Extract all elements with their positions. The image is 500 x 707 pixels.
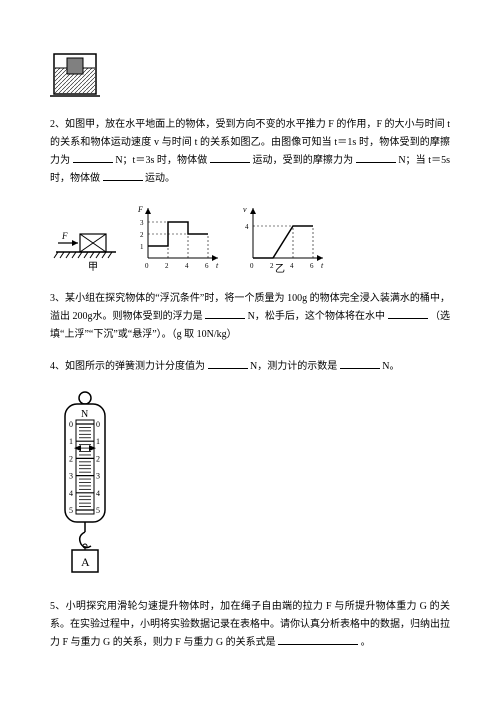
q4-figure: N 0 0 1 1 2 2 3 3 4 4 5 5 A <box>50 390 450 580</box>
q2-blank-2 <box>210 152 250 163</box>
svg-text:4: 4 <box>290 262 294 270</box>
svg-text:2: 2 <box>165 262 169 270</box>
svg-text:1: 1 <box>140 243 144 251</box>
q5-text-b: 。 <box>361 637 371 648</box>
svg-text:3: 3 <box>140 219 144 227</box>
q1-figure <box>50 50 450 98</box>
svg-text:3: 3 <box>96 472 100 481</box>
q4-blank-2 <box>340 358 380 369</box>
svg-text:v: v <box>243 205 247 214</box>
weight-label: A <box>81 555 90 569</box>
q2-blank-1 <box>73 152 113 163</box>
caption-yi: 乙 <box>275 263 285 274</box>
q4-text-c: N。 <box>382 361 399 372</box>
q4-paragraph: 4、如图所示的弹簧测力计分度值为 N，测力计的示数是 N。 <box>50 358 450 376</box>
svg-text:3: 3 <box>69 472 73 481</box>
svg-text:4: 4 <box>245 223 249 231</box>
svg-text:4: 4 <box>69 489 73 498</box>
svg-text:t: t <box>216 261 219 270</box>
q5-text-a: 5、小明探究用滑轮匀速提升物体时，加在绳子自由端的拉力 F 与所提升物体重力 G… <box>50 601 450 648</box>
svg-text:2: 2 <box>270 262 274 270</box>
q2-blank-3 <box>356 152 396 163</box>
q2-chart-F: F t 0 2 4 6 1 2 3 <box>130 202 225 274</box>
svg-text:t: t <box>321 261 324 270</box>
svg-text:1: 1 <box>96 437 100 446</box>
q3-text-b: N，松手后，这个物体将在水中 <box>248 311 385 322</box>
q5-blank-1 <box>278 634 358 645</box>
svg-text:0: 0 <box>69 420 73 429</box>
q2-text-e: 运动。 <box>145 173 175 184</box>
q3-paragraph: 3、某小组在探究物体的“浮沉条件”时，将一个质量为 100g 的物体完全浸入装满… <box>50 290 450 344</box>
force-label: F <box>61 231 68 241</box>
q2-block-diagram: F 甲 <box>50 214 120 274</box>
q4-text-b: N，测力计的示数是 <box>250 361 337 372</box>
spring-scale-icon: N 0 0 1 1 2 2 3 3 4 4 5 5 A <box>50 390 120 580</box>
unit-label: N <box>81 409 88 420</box>
q4-text-a: 4、如图所示的弹簧测力计分度值为 <box>50 361 205 372</box>
svg-text:2: 2 <box>96 454 100 463</box>
svg-text:2: 2 <box>69 454 73 463</box>
svg-text:1: 1 <box>69 437 73 446</box>
beaker-icon <box>50 50 100 98</box>
svg-text:4: 4 <box>96 489 100 498</box>
svg-text:5: 5 <box>69 506 73 515</box>
q2-paragraph: 2、如图甲，放在水平地面上的物体，受到方向不变的水平推力 F 的作用，F 的大小… <box>50 116 450 188</box>
caption-jia: 甲 <box>88 262 98 273</box>
svg-text:0: 0 <box>145 262 149 270</box>
q4-blank-1 <box>208 358 248 369</box>
svg-text:4: 4 <box>185 262 189 270</box>
svg-text:6: 6 <box>310 262 314 270</box>
q2-text-b: N；t＝3s 时，物体做 <box>115 155 207 166</box>
svg-text:5: 5 <box>96 506 100 515</box>
q2-text-c: 运动，受到的摩擦力为 <box>252 155 353 166</box>
q2-blank-4 <box>103 170 143 181</box>
svg-text:0: 0 <box>96 420 100 429</box>
svg-text:0: 0 <box>250 262 254 270</box>
q2-figures: F 甲 F t 0 2 4 6 1 2 3 <box>50 202 450 274</box>
svg-text:2: 2 <box>140 231 144 239</box>
svg-text:F: F <box>137 205 143 214</box>
svg-text:6: 6 <box>205 262 209 270</box>
q5-paragraph: 5、小明探究用滑轮匀速提升物体时，加在绳子自由端的拉力 F 与所提升物体重力 G… <box>50 598 450 652</box>
q3-blank-2 <box>388 308 428 319</box>
q2-chart-v: v t 0 2 4 6 4 乙 <box>235 202 330 274</box>
q3-blank-1 <box>205 308 245 319</box>
